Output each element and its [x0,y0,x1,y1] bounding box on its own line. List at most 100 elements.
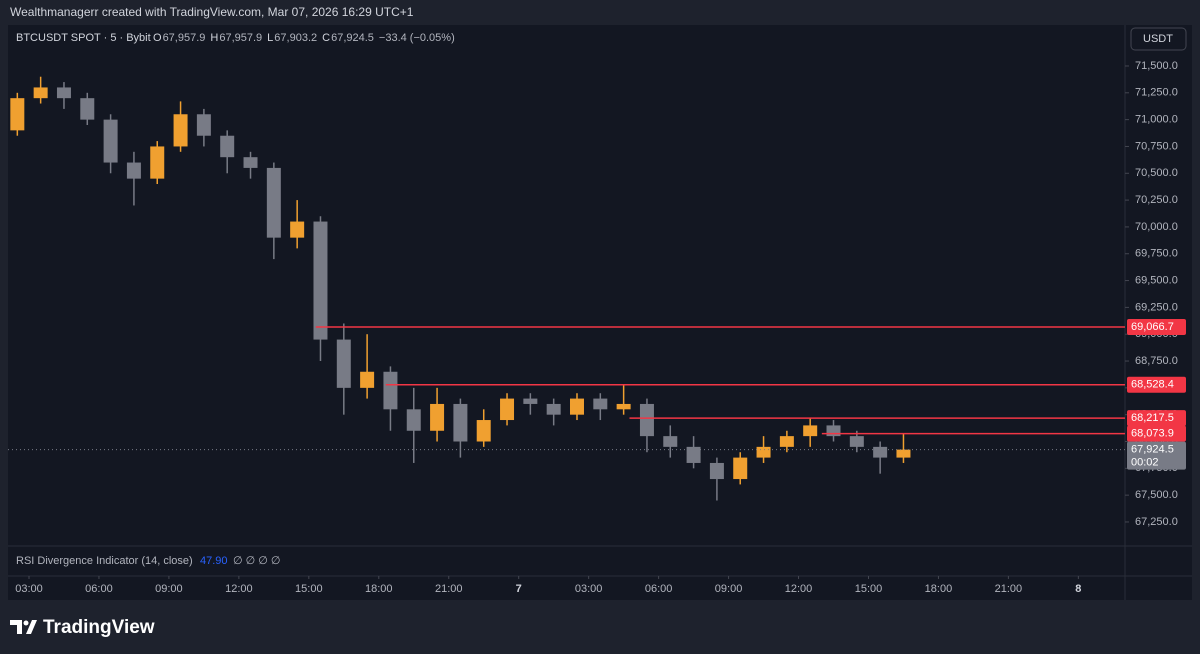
candle-body [103,119,118,163]
ohlc-key: L [267,32,273,44]
level-tag [1127,376,1186,393]
x-tick-label: 12:00 [785,583,813,595]
ohlc-value: 67,924.5 [331,32,374,44]
last-price-tag [1127,441,1186,470]
indicator-flags: ∅ ∅ ∅ ∅ [233,555,281,567]
candle-body [290,221,305,238]
x-tick-label: 03:00 [15,583,43,595]
candle-body [639,403,654,437]
candle-body [150,146,165,179]
y-tick-label: 69,250.0 [1135,301,1178,313]
x-tick-label: 06:00 [645,583,673,595]
candle-body [849,436,864,447]
plot [10,76,911,501]
ohlc-key: H [210,32,218,44]
x-tick-label: 21:00 [435,583,463,595]
y-tick-label: 69,500.0 [1135,274,1178,286]
ohlc-key: O [153,32,162,44]
candle-body [56,87,71,99]
x-tick-label: 03:00 [575,583,603,595]
brand: TradingView [43,617,155,638]
level-label: 68,217.5 [1131,412,1174,424]
x-tick-label: 12:00 [225,583,253,595]
candle-body [500,398,515,421]
candle-body [756,446,771,458]
candle-body [313,221,328,340]
ohlc-value: 67,957.9 [163,32,206,44]
candle-body [33,87,48,99]
indicator-value: 47.90 [200,555,228,567]
countdown: 00:02 [1131,457,1159,469]
symbol: BTCUSDT SPOT · 5 · Bybit [16,32,151,44]
candle-body [243,157,258,168]
candle-body [523,398,538,404]
candle-body [220,135,235,158]
candle-body [803,425,818,437]
candle-body [569,398,584,415]
currency[interactable]: USDT [1143,33,1173,45]
level-label: 69,066.7 [1131,321,1174,333]
x-tick-label: 18:00 [365,583,393,595]
candle-body [476,420,491,442]
header: Wealthmanagerr created with TradingView.… [10,5,414,19]
logo-dot [23,620,29,626]
y-tick-label: 67,250.0 [1135,516,1178,528]
x-tick-label: 09:00 [715,583,743,595]
y-tick-label: 67,500.0 [1135,489,1178,501]
y-tick-label: 70,000.0 [1135,221,1178,233]
candle-body [873,446,888,458]
chart-panel [8,25,1192,600]
candle-body [453,403,468,442]
y-tick-label: 69,750.0 [1135,248,1178,260]
candle-body [196,114,211,136]
change: −33.4 (−0.05%) [379,32,455,44]
level-tag [1127,410,1186,427]
currency-button[interactable] [1130,27,1187,51]
y-tick-label: 71,500.0 [1135,60,1178,72]
y-tick-label: 71,000.0 [1135,114,1178,126]
candle-body [126,162,141,179]
candle-body [546,403,561,415]
ohlc-value: 67,957.9 [219,32,262,44]
candle-body [593,398,608,410]
logo [10,620,37,634]
candle-body [80,98,95,120]
candle-body [10,98,25,131]
x-tick-label: 21:00 [995,583,1023,595]
candle-body [336,339,351,388]
y-tick-label: 70,250.0 [1135,194,1178,206]
candle-body [616,403,631,410]
candle-body [896,449,911,458]
candle-body [826,425,841,437]
level-tag [1127,425,1186,442]
candle-body [430,403,445,431]
logo-mark [10,620,37,634]
indicator-name: RSI Divergence Indicator (14, close) [16,555,193,567]
y-tick-label: 68,750.0 [1135,355,1178,367]
y-tick-label: 71,250.0 [1135,87,1178,99]
x-tick-label: 7 [516,583,522,595]
candle-body [266,167,281,238]
level-tag [1127,319,1186,336]
x-tick-label: 15:00 [295,583,323,595]
candle-body [406,409,421,431]
candle-body [709,462,724,480]
x-tick-label: 06:00 [85,583,113,595]
candle-body [663,436,678,447]
x-tick-label: 09:00 [155,583,183,595]
candle-body [383,371,398,410]
candle-body [733,457,748,480]
level-label: 68,528.4 [1131,379,1174,391]
candle-body [360,371,375,388]
y-tick-label: 70,500.0 [1135,167,1178,179]
ohlc-key: C [322,32,330,44]
candle-body [779,436,794,447]
ohlc-legend: O 67,957.9 H 67,957.9 L 67,903.2 C 67,924.5 −33.… [153,32,455,44]
candle-body [686,446,701,463]
last-price-label: 67,924.5 [1131,444,1174,456]
x-tick-label: 15:00 [855,583,883,595]
ohlc-value: 67,903.2 [274,32,317,44]
x-tick-label: 8 [1075,583,1081,595]
level-label: 68,073.9 [1131,427,1174,439]
